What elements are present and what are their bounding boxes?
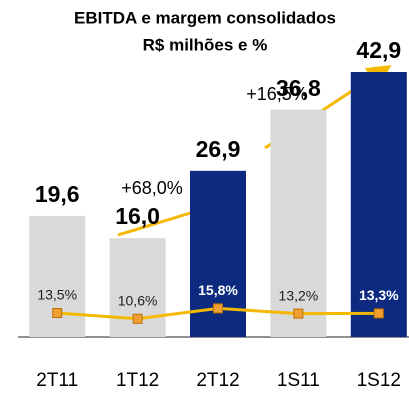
marker [52,308,63,318]
data-label: 19,6 [35,181,80,207]
margin-label: 13,3% [359,287,399,303]
margin-label: 13,2% [279,287,319,303]
x-tick-label: 2T12 [196,370,239,391]
data-label: 26,9 [196,136,241,162]
annotation: +68,0% [121,178,183,198]
data-label: 36,8 [276,75,321,101]
x-tick-label: 1S11 [277,370,320,391]
bar [29,215,86,337]
marker [132,313,143,324]
margin-label: 10,6% [118,293,158,309]
chart-title: EBITDA e margem consolidados [74,8,336,27]
x-tick-label: 1S12 [357,370,401,391]
data-label: 42,9 [356,37,401,63]
x-tick-label: 2T11 [36,370,78,391]
chart-subtitle: R$ milhões e % [143,35,268,54]
margin-label: 15,8% [198,282,238,298]
data-label: 16,0 [115,203,160,229]
marker [213,303,223,314]
x-tick-label: 1T12 [116,370,159,391]
bar [350,72,407,337]
marker [293,308,304,319]
annotation: +16,5% [246,84,308,104]
bar [270,109,327,337]
margin-label: 13,5% [37,287,77,303]
marker [373,308,384,319]
